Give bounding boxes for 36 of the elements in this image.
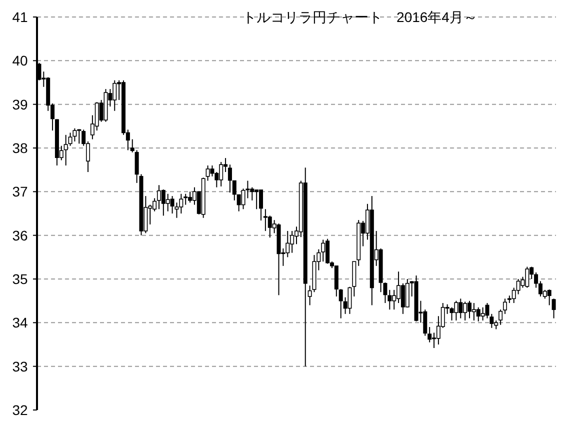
y-tick-label: 41 — [12, 9, 28, 25]
candlestick — [552, 298, 556, 319]
candlestick — [130, 138, 134, 153]
candlestick — [338, 288, 343, 319]
y-tick-label: 35 — [12, 271, 28, 287]
candlestick — [64, 134, 68, 166]
candlestick — [210, 164, 214, 177]
candlestick — [170, 196, 174, 214]
y-tick-label: 38 — [12, 140, 28, 156]
y-tick-label: 36 — [12, 227, 28, 244]
candlestick — [388, 289, 392, 310]
y-tick-label: 33 — [12, 358, 28, 374]
candlestick — [68, 132, 72, 146]
candlestick — [334, 265, 338, 297]
candlestick — [454, 300, 458, 321]
candlestick — [348, 286, 352, 314]
candlestick — [498, 309, 503, 326]
candlestick — [232, 180, 236, 201]
y-tick-label: 39 — [12, 96, 28, 112]
candlestick — [428, 326, 432, 343]
y-tick-label: 37 — [12, 184, 28, 200]
y-tick-label: 34 — [12, 314, 28, 331]
candlestick — [228, 164, 232, 194]
chart-title: トルコリラ円チャート 2016年4月～ — [242, 9, 478, 25]
candlestick — [502, 298, 507, 314]
candlestick — [206, 164, 210, 182]
candlestick — [321, 239, 326, 262]
candlestick — [547, 288, 552, 306]
y-tick-label: 40 — [12, 52, 28, 69]
candlestick — [72, 128, 77, 142]
candlestick — [184, 193, 188, 206]
candlestick — [485, 302, 490, 319]
candlestick — [480, 306, 485, 321]
candlestick — [490, 313, 494, 328]
y-tick-label: 32 — [12, 402, 28, 418]
candlestick — [516, 278, 520, 295]
